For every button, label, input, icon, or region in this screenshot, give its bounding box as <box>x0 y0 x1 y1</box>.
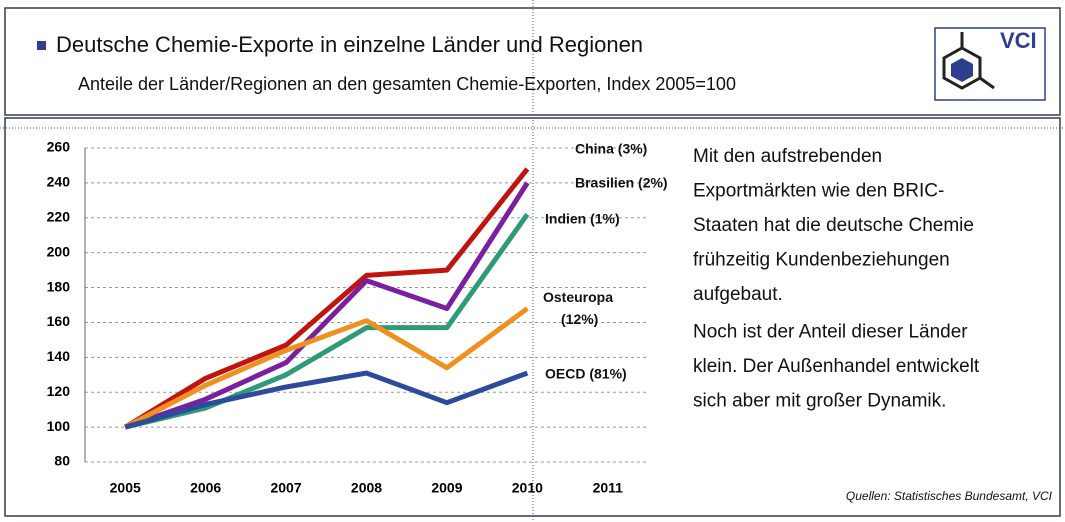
series-line <box>124 370 529 430</box>
series-label: Osteuropa (12%) <box>543 289 613 327</box>
series-label: Brasilien (2%) <box>575 175 668 191</box>
series-line <box>124 212 530 430</box>
body-text: klein. Der Außenhandel entwickelt <box>693 356 980 377</box>
series-label: China (3%) <box>575 141 647 157</box>
series-line <box>123 167 530 430</box>
body-text: Mit den aufstrebenden <box>693 146 882 167</box>
x-tick-label: 2010 <box>512 480 543 496</box>
x-tick-label: 2005 <box>110 480 141 496</box>
series-line <box>124 306 529 430</box>
body-text: Staaten hat die deutsche Chemie <box>693 215 974 236</box>
logo-hex-fill <box>951 58 973 82</box>
series-label: Indien (1%) <box>545 211 620 227</box>
y-tick-label: 140 <box>47 348 71 364</box>
body-text: aufgebaut. <box>693 284 783 305</box>
y-tick-label: 240 <box>47 174 71 190</box>
x-tick-label: 2011 <box>593 480 624 496</box>
x-tick-label: 2009 <box>431 480 462 496</box>
logo: VCI <box>934 27 1046 101</box>
y-tick-label: 180 <box>47 278 71 294</box>
bullet <box>37 41 46 50</box>
body-text: frühzeitig Kundenbeziehungen <box>693 250 950 271</box>
body-text: Noch ist der Anteil dieser Länder <box>693 322 968 343</box>
logo-hex <box>942 46 982 90</box>
logo-bond <box>979 76 995 90</box>
y-tick-label: 200 <box>47 243 71 259</box>
x-tick-label: 2007 <box>270 480 301 496</box>
title: Deutsche Chemie-Exporte in einzelne Länd… <box>56 32 643 57</box>
y-tick-label: 260 <box>47 139 71 155</box>
x-tick-label: 2008 <box>351 480 382 496</box>
y-tick-label: 100 <box>47 418 71 434</box>
body-text: sich aber mit großer Dynamik. <box>693 391 946 412</box>
y-tick-label: 220 <box>47 208 71 224</box>
y-tick-label: 160 <box>47 313 71 329</box>
logo-text: VCI <box>1000 28 1037 53</box>
body-text: Exportmärkten wie den BRIC- <box>693 181 944 202</box>
y-tick-label: 120 <box>47 383 71 399</box>
y-tick-label: 80 <box>54 453 70 469</box>
source: Quellen: Statistisches Bundesamt, VCI <box>846 489 1053 503</box>
x-tick-label: 2006 <box>190 480 221 496</box>
series-label: OECD (81%) <box>545 366 627 382</box>
subtitle: Anteile der Länder/Regionen an den gesam… <box>78 74 736 94</box>
series-line <box>124 181 530 430</box>
